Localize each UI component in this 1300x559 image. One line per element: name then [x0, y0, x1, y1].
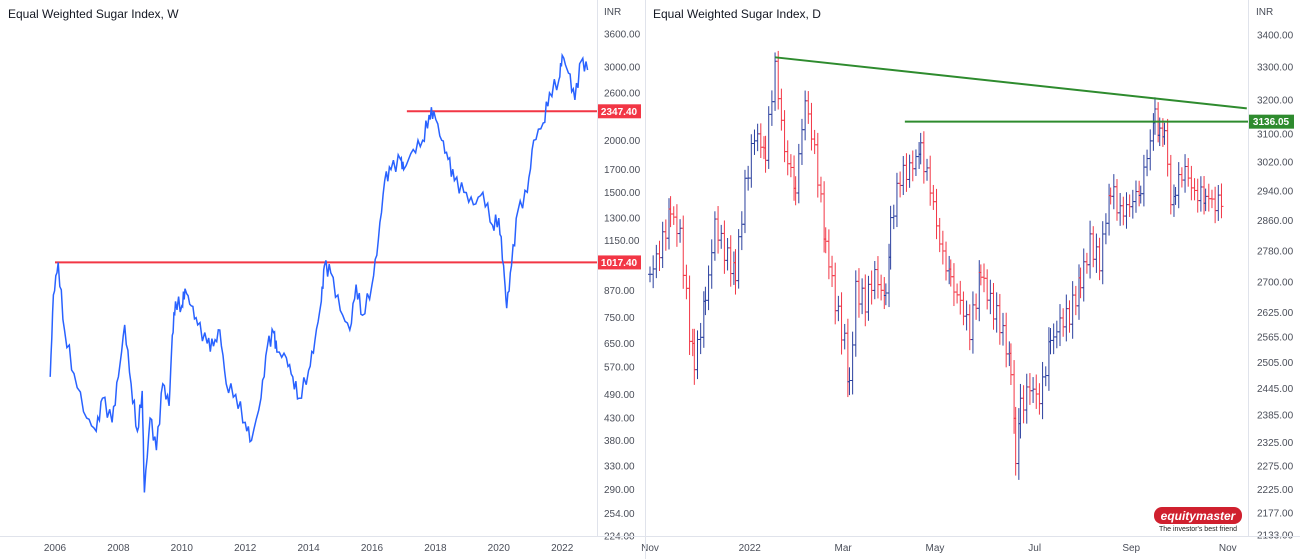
- left-y-tick-label: 870.00: [604, 286, 635, 297]
- right-x-tick-label: Sep: [1122, 543, 1140, 554]
- logo-text: equitymaster: [1161, 509, 1237, 523]
- left-y-tick-label: 750.00: [604, 313, 635, 324]
- right-y-tick-label: 2780.00: [1257, 246, 1294, 257]
- daily-chart-panel: 3400.00 3300.00 3200.00 3100.00 3020.00 2940.…: [641, 31, 1294, 554]
- price-tag-bg: [597, 104, 641, 119]
- right-x-tick-label: Nov: [641, 543, 659, 554]
- price-tag-label: 3136.05: [1253, 117, 1290, 128]
- left-y-tick-label: 2600.00: [604, 88, 641, 99]
- right-y-tick-label: 2700.00: [1257, 278, 1294, 289]
- right-x-tick-label: May: [925, 543, 944, 554]
- downward-trendline: [774, 56, 1247, 110]
- right-x-tick-label: Nov: [1219, 543, 1237, 554]
- left-x-tick-label: 2014: [297, 543, 320, 554]
- right-y-tick-label: 3300.00: [1257, 63, 1294, 74]
- right-y-tick-label: 2565.00: [1257, 333, 1294, 344]
- left-y-tick-label: 290.00: [604, 485, 635, 496]
- left-chart-title: Equal Weighted Sugar Index, W: [8, 7, 179, 21]
- left-y-tick-label: 3600.00: [604, 30, 641, 41]
- left-x-tick-label: 2016: [361, 543, 384, 554]
- right-y-tick-label: 2385.00: [1257, 411, 1294, 422]
- equitymaster-logo: equitymaster The investor's best friend: [1154, 507, 1242, 533]
- left-y-tick-label: 430.00: [604, 414, 635, 425]
- left-y-tick-label: 3000.00: [604, 62, 641, 73]
- index-line-series: [49, 52, 589, 493]
- left-y-tick-label: 1500.00: [604, 188, 641, 199]
- right-chart-title: Equal Weighted Sugar Index, D: [653, 7, 821, 21]
- left-y-tick-label: 2000.00: [604, 136, 641, 147]
- left-y-tick-label: 1150.00: [604, 236, 640, 247]
- right-y-tick-label: 3020.00: [1257, 158, 1294, 169]
- left-y-tick-label: 254.00: [604, 509, 635, 520]
- left-x-tick-label: 2010: [171, 543, 194, 554]
- left-currency-label: INR: [604, 7, 621, 18]
- right-y-tick-label: 2325.00: [1257, 438, 1294, 449]
- ohlc-bar: [1219, 183, 1224, 219]
- right-x-tick-label: Jul: [1028, 543, 1041, 554]
- right-y-tick-label: 2505.00: [1257, 358, 1294, 369]
- left-y-tick-label: 380.00: [604, 436, 635, 447]
- logo-tagline: The investor's best friend: [1159, 526, 1237, 533]
- left-x-tick-label: 2006: [44, 543, 67, 554]
- right-currency-label: INR: [1256, 7, 1273, 18]
- right-y-tick-label: 3100.00: [1257, 130, 1294, 141]
- left-y-tick-label: 570.00: [604, 363, 635, 374]
- left-x-tick-label: 2018: [424, 543, 447, 554]
- right-x-tick-label: 2022: [739, 543, 762, 554]
- right-y-tick-label: 2625.00: [1257, 308, 1294, 319]
- right-y-tick-label: 2225.00: [1257, 485, 1294, 496]
- weekly-chart-panel: 3600.00 3000.00 2600.00 2000.00 1700.00 1500.…: [44, 30, 641, 554]
- left-y-tick-label: 330.00: [604, 461, 635, 472]
- left-y-tick-label: 490.00: [604, 390, 635, 401]
- price-tag-label: 1017.40: [601, 258, 638, 269]
- price-tag-label: 2347.40: [601, 107, 638, 118]
- right-y-tick-label: 2445.00: [1257, 384, 1294, 395]
- right-y-tick-label: 3400.00: [1257, 31, 1294, 42]
- left-x-tick-label: 2022: [551, 543, 574, 554]
- right-x-tick-label: Mar: [835, 543, 853, 554]
- left-x-tick-label: 2008: [107, 543, 130, 554]
- left-y-tick-label: 1300.00: [604, 214, 641, 225]
- right-y-tick-label: 2275.00: [1257, 461, 1294, 472]
- left-x-tick-label: 2012: [234, 543, 257, 554]
- right-y-tick-label: 2940.00: [1257, 186, 1294, 197]
- right-y-tick-label: 3200.00: [1257, 96, 1294, 107]
- left-y-tick-label: 650.00: [604, 339, 635, 350]
- left-x-tick-label: 2020: [488, 543, 511, 554]
- right-y-tick-label: 2177.00: [1257, 509, 1294, 520]
- right-y-tick-label: 2860.00: [1257, 216, 1294, 227]
- price-tag-bg: [597, 255, 641, 270]
- price-tag-bg: [1249, 114, 1294, 129]
- left-y-tick-label: 1700.00: [604, 165, 641, 176]
